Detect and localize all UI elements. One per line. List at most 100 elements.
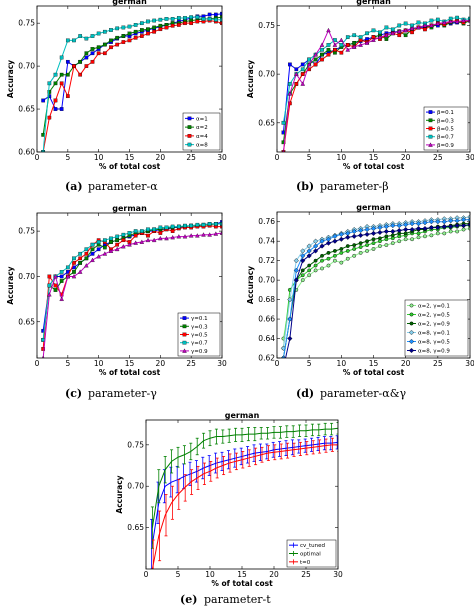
data-point	[158, 225, 163, 230]
data-point	[371, 37, 376, 42]
data-point	[78, 34, 83, 38]
y-tick-label: 0.75	[18, 19, 35, 28]
data-point	[313, 268, 318, 273]
data-point	[371, 237, 376, 242]
plot-frame	[145, 419, 339, 570]
data-point	[377, 34, 383, 39]
data-point	[121, 238, 126, 243]
data-point	[78, 72, 83, 77]
y-tick-label: 0.70	[258, 276, 275, 285]
data-point	[84, 36, 89, 41]
legend-label: β=0.1	[437, 110, 454, 116]
data-point	[460, 217, 467, 223]
x-tick-label: 30	[217, 359, 227, 368]
x-tick-label: 10	[94, 153, 104, 162]
data-point	[403, 21, 408, 26]
data-point	[423, 234, 427, 239]
data-point	[364, 231, 370, 237]
data-point	[90, 251, 95, 256]
data-point	[207, 12, 212, 17]
legend: α=2, γ=0.1 α=2, γ=0.5 α=2, γ=0.9 α=8, γ=0.1…	[404, 299, 469, 357]
data-point	[114, 246, 120, 252]
x-tick-label: 20	[401, 153, 411, 162]
data-point	[96, 247, 101, 252]
data-point	[115, 242, 120, 247]
data-point	[403, 27, 408, 33]
data-point	[403, 237, 408, 242]
data-point	[65, 72, 70, 77]
data-point	[300, 273, 305, 278]
data-point	[364, 226, 370, 233]
y-tick-label: 0.70	[18, 62, 35, 71]
data-point	[145, 237, 151, 243]
data-point	[461, 18, 466, 23]
data-point	[151, 237, 157, 243]
data-point	[467, 217, 470, 223]
data-point	[78, 251, 83, 256]
data-point	[109, 45, 113, 50]
x-tick-label: 0	[275, 359, 280, 368]
data-point	[115, 35, 120, 40]
data-point	[164, 235, 169, 241]
y-tick-label: 0.70	[127, 482, 144, 491]
data-point	[364, 40, 370, 45]
data-point	[320, 52, 324, 57]
data-point	[371, 241, 376, 246]
y-tick-label: 0.75	[258, 21, 275, 30]
data-point	[345, 244, 350, 248]
legend-marker	[408, 347, 415, 354]
data-point	[345, 249, 350, 253]
data-point	[189, 223, 194, 228]
data-point	[146, 19, 150, 24]
data-point	[410, 237, 414, 242]
data-point	[220, 21, 222, 26]
data-point	[307, 57, 312, 62]
data-point	[358, 250, 363, 255]
legend-label: α=2, γ=0.9	[418, 322, 450, 328]
series-line	[151, 427, 338, 528]
data-point	[467, 222, 470, 228]
data-point	[313, 258, 318, 263]
data-point	[152, 227, 157, 232]
data-point	[78, 260, 83, 265]
data-point	[410, 30, 414, 35]
data-point	[47, 283, 52, 288]
data-point	[384, 243, 389, 247]
y-tick-label: 0.65	[127, 523, 144, 532]
data-point	[435, 219, 441, 225]
data-point	[460, 223, 467, 229]
data-point	[365, 243, 369, 247]
x-tick-label: 30	[465, 153, 474, 162]
chart-5: german 0 5 10 15 20 25 30 0.65 0.70 0.75 % of total…	[115, 411, 343, 588]
legend-marker	[187, 142, 192, 147]
data-point	[332, 42, 338, 47]
y-axis-label: Accuracy	[115, 475, 124, 513]
data-point	[325, 240, 332, 246]
x-tick-label: 0	[35, 359, 40, 368]
legend-label: β=0.5	[437, 127, 454, 133]
data-point	[77, 269, 83, 274]
chart-title: german	[356, 0, 391, 6]
legend-label: t=0	[300, 560, 311, 566]
data-point	[90, 242, 95, 247]
y-axis-label: Accuracy	[6, 60, 15, 98]
legend-marker	[408, 329, 415, 336]
legend-label: cv_tuned	[300, 543, 325, 549]
legend-label: γ=0.9	[191, 349, 208, 355]
data-point	[158, 235, 163, 241]
data-point	[435, 17, 440, 22]
data-point	[139, 34, 144, 38]
data-point	[53, 274, 58, 279]
legend-marker	[187, 134, 192, 138]
data-point	[345, 35, 350, 39]
data-point	[422, 225, 428, 232]
x-tick-label: 15	[369, 153, 379, 162]
x-axis-label: % of total cost	[99, 368, 161, 377]
data-point	[448, 19, 453, 24]
x-tick-label: 0	[35, 153, 40, 162]
data-point	[300, 81, 305, 86]
data-point	[90, 47, 95, 51]
data-point	[84, 247, 89, 252]
data-point	[96, 51, 101, 56]
